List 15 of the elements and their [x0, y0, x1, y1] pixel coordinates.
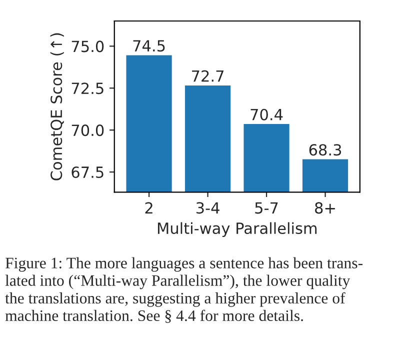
- data-label: 74.5: [133, 40, 165, 52]
- data-label: 72.7: [192, 70, 224, 82]
- x-axis-title: Multi-way Parallelism: [158, 222, 317, 237]
- data-label: 70.4: [250, 108, 283, 120]
- y-tick-label: 72.5: [72, 82, 104, 94]
- x-tick-label: 3-4: [196, 202, 220, 214]
- y-tick-label: 75.0: [72, 40, 104, 52]
- x-tick-label: 5-7: [255, 202, 278, 214]
- data-label: 68.3: [309, 144, 342, 156]
- caption: Figure 1: The more languages a sentence has been trans- lated into (“Multi-way Parallelism”), the lower quality the translations are, suggesting a higher prevalence of machine translation. See § 4.4 for more details.: [5, 257, 362, 323]
- x-tick-label: 8+: [315, 202, 335, 214]
- y-tick-label: 67.5: [72, 166, 104, 178]
- y-axis-title: CometQE Score (↑): [50, 33, 64, 180]
- x-tick-label: 2: [145, 202, 152, 214]
- y-tick-label: 70.0: [72, 124, 104, 136]
